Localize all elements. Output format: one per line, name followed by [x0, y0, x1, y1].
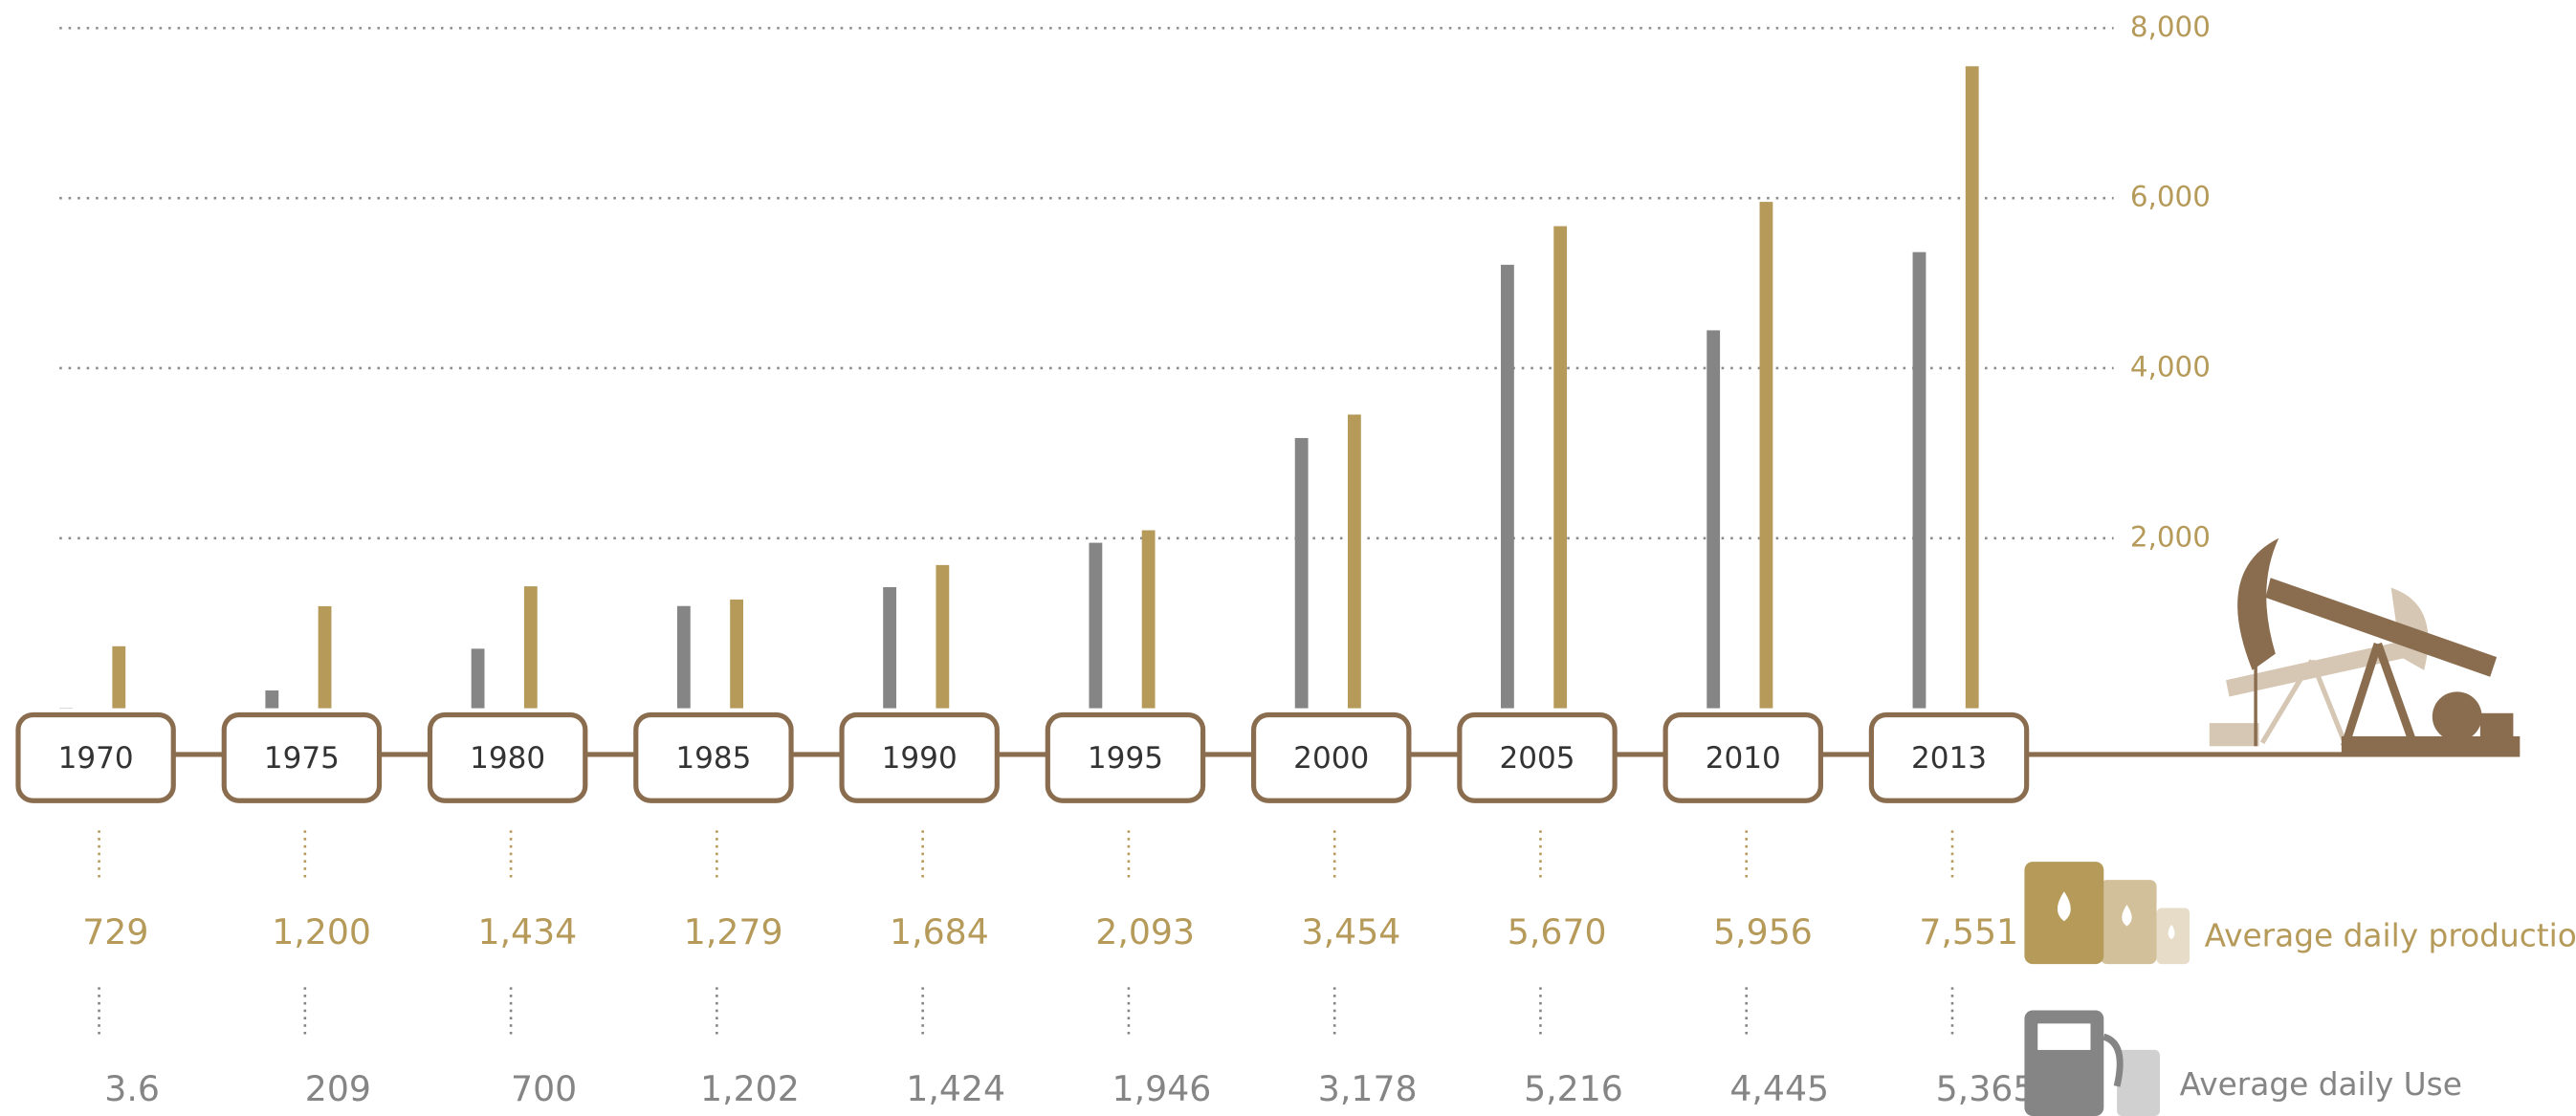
value-label: 209 — [305, 1068, 371, 1109]
plot: 2,000 4,000 6,000 8,000 729 3.6 1970 1,200 209 19… — [15, 11, 2521, 1109]
x-tick-label: 1995 — [1088, 741, 1163, 776]
value-label: 729 — [82, 911, 148, 952]
value-label: 1,202 — [700, 1068, 800, 1109]
year-box — [221, 711, 383, 803]
bar — [676, 605, 691, 709]
bar — [1347, 414, 1361, 709]
bar — [883, 586, 897, 709]
value-label: 5,670 — [1508, 911, 1607, 952]
bar — [471, 648, 485, 709]
bar — [1759, 202, 1773, 709]
year-box — [1251, 711, 1412, 803]
x-tick-label: 2005 — [1499, 741, 1574, 776]
x-tick-label: 2013 — [1911, 741, 1987, 776]
bar — [1965, 66, 1979, 709]
year-box — [427, 711, 588, 803]
value-label: 1,946 — [1112, 1068, 1212, 1109]
bar — [1294, 438, 1309, 709]
bar — [1912, 252, 1926, 709]
bar — [730, 599, 743, 709]
value-label: 3,454 — [1302, 911, 1401, 952]
year-box — [15, 711, 176, 803]
x-tick-label: 1970 — [58, 741, 134, 776]
year-box — [1045, 711, 1206, 803]
year-box — [633, 711, 794, 803]
value-label: 3.6 — [104, 1068, 160, 1109]
bar — [936, 564, 950, 709]
value-label: 1,424 — [906, 1068, 1005, 1109]
x-tick-label: 2000 — [1293, 741, 1369, 776]
x-tick-label: 1985 — [675, 741, 751, 776]
year-box — [1457, 711, 1618, 803]
legend: Average daily production Average daily U… — [2180, 918, 2576, 1103]
bar — [1706, 330, 1721, 709]
value-label: 5,216 — [1524, 1068, 1623, 1109]
value-label: 2,093 — [1095, 911, 1195, 952]
year-box — [1868, 711, 2030, 803]
year-box — [1662, 711, 1823, 803]
value-label: 7,551 — [1919, 911, 2018, 952]
value-label: 4,445 — [1729, 1068, 1829, 1109]
x-tick-label: 2010 — [1706, 741, 1781, 776]
value-label: 1,684 — [890, 911, 989, 952]
value-label: 1,200 — [272, 911, 371, 952]
value-label: 700 — [511, 1068, 577, 1109]
bar — [1553, 226, 1568, 709]
x-tick-label: 1975 — [264, 741, 340, 776]
y-tick-label: 8,000 — [2130, 11, 2211, 43]
value-label: 3,178 — [1318, 1068, 1418, 1109]
value-label: 1,279 — [684, 911, 783, 952]
legend-label: Average daily production — [2205, 918, 2576, 954]
bar — [1141, 530, 1156, 709]
y-tick-label: 2,000 — [2130, 520, 2211, 553]
value-label: 5,956 — [1713, 911, 1813, 952]
bar — [1501, 264, 1514, 709]
year-box — [839, 711, 1000, 803]
fuel-pump-icon — [2024, 1010, 2160, 1116]
legend-label: Average daily Use — [2180, 1066, 2462, 1103]
bar — [265, 690, 279, 709]
y-tick-label: 4,000 — [2130, 350, 2211, 383]
value-label: 5,365 — [1936, 1068, 2036, 1109]
x-tick-label: 1990 — [882, 741, 958, 776]
barrels-icon — [2024, 862, 2191, 965]
bar — [1089, 542, 1103, 709]
bar — [523, 586, 538, 709]
y-tick-label: 6,000 — [2130, 181, 2211, 213]
value-label: 1,434 — [477, 911, 577, 952]
bar — [318, 605, 332, 709]
bar — [112, 646, 126, 709]
x-tick-label: 1980 — [470, 741, 545, 776]
pumpjack-icon — [2209, 537, 2521, 754]
